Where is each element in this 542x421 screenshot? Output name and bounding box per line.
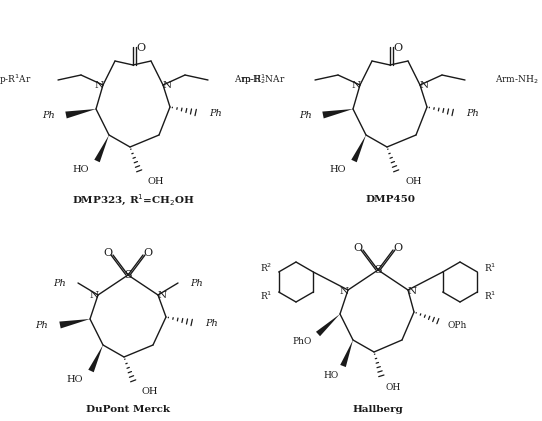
Polygon shape [316, 314, 340, 336]
Text: Ph: Ph [209, 109, 222, 117]
Polygon shape [322, 109, 353, 118]
Text: HO: HO [330, 165, 346, 173]
Text: N: N [420, 82, 429, 91]
Polygon shape [88, 345, 103, 372]
Polygon shape [351, 135, 366, 162]
Text: DMP450: DMP450 [365, 195, 415, 205]
Text: R$^2$: R$^2$ [260, 262, 272, 274]
Text: Ph: Ph [42, 110, 55, 120]
Text: OH: OH [386, 383, 401, 392]
Polygon shape [59, 319, 90, 328]
Text: N: N [408, 287, 417, 296]
Text: DuPont Merck: DuPont Merck [86, 405, 170, 415]
Text: N: N [94, 82, 104, 91]
Text: Ph: Ph [299, 110, 312, 120]
Text: Ph: Ph [466, 109, 479, 117]
Text: R$^1$: R$^1$ [484, 262, 496, 274]
Text: O: O [353, 243, 363, 253]
Text: N: N [339, 287, 349, 296]
Text: p-R$^1$Ar: p-R$^1$Ar [0, 73, 32, 87]
Text: HO: HO [73, 165, 89, 173]
Text: Ph: Ph [205, 319, 218, 328]
Text: O: O [393, 43, 403, 53]
Polygon shape [340, 340, 353, 367]
Text: S: S [124, 270, 132, 280]
Text: Arp-R$^1$: Arp-R$^1$ [234, 73, 266, 87]
Text: HO: HO [324, 370, 339, 379]
Text: O: O [137, 43, 146, 53]
Text: OPh: OPh [448, 322, 467, 330]
Text: DMP323, R$^1$=CH$_2$OH: DMP323, R$^1$=CH$_2$OH [72, 192, 195, 208]
Polygon shape [66, 109, 96, 118]
Text: Ph: Ph [190, 279, 203, 288]
Polygon shape [94, 135, 109, 162]
Text: Arm-NH$_2$: Arm-NH$_2$ [495, 74, 539, 86]
Text: R$^1$: R$^1$ [260, 290, 272, 302]
Text: N: N [89, 291, 99, 301]
Text: HO: HO [67, 375, 83, 384]
Text: OH: OH [142, 386, 158, 395]
Text: O: O [104, 248, 113, 258]
Text: N: N [163, 82, 172, 91]
Text: OH: OH [148, 176, 165, 186]
Text: Ph: Ph [53, 279, 66, 288]
Text: OH: OH [405, 176, 422, 186]
Text: N: N [351, 82, 360, 91]
Text: S: S [374, 265, 382, 275]
Text: O: O [144, 248, 152, 258]
Text: Hallberg: Hallberg [353, 405, 403, 415]
Text: R$^1$: R$^1$ [484, 290, 496, 302]
Text: Ph: Ph [35, 320, 48, 330]
Text: PhO: PhO [293, 338, 312, 346]
Text: N: N [157, 291, 166, 301]
Text: m-H$_2$NAr: m-H$_2$NAr [241, 74, 285, 86]
Text: O: O [393, 243, 403, 253]
